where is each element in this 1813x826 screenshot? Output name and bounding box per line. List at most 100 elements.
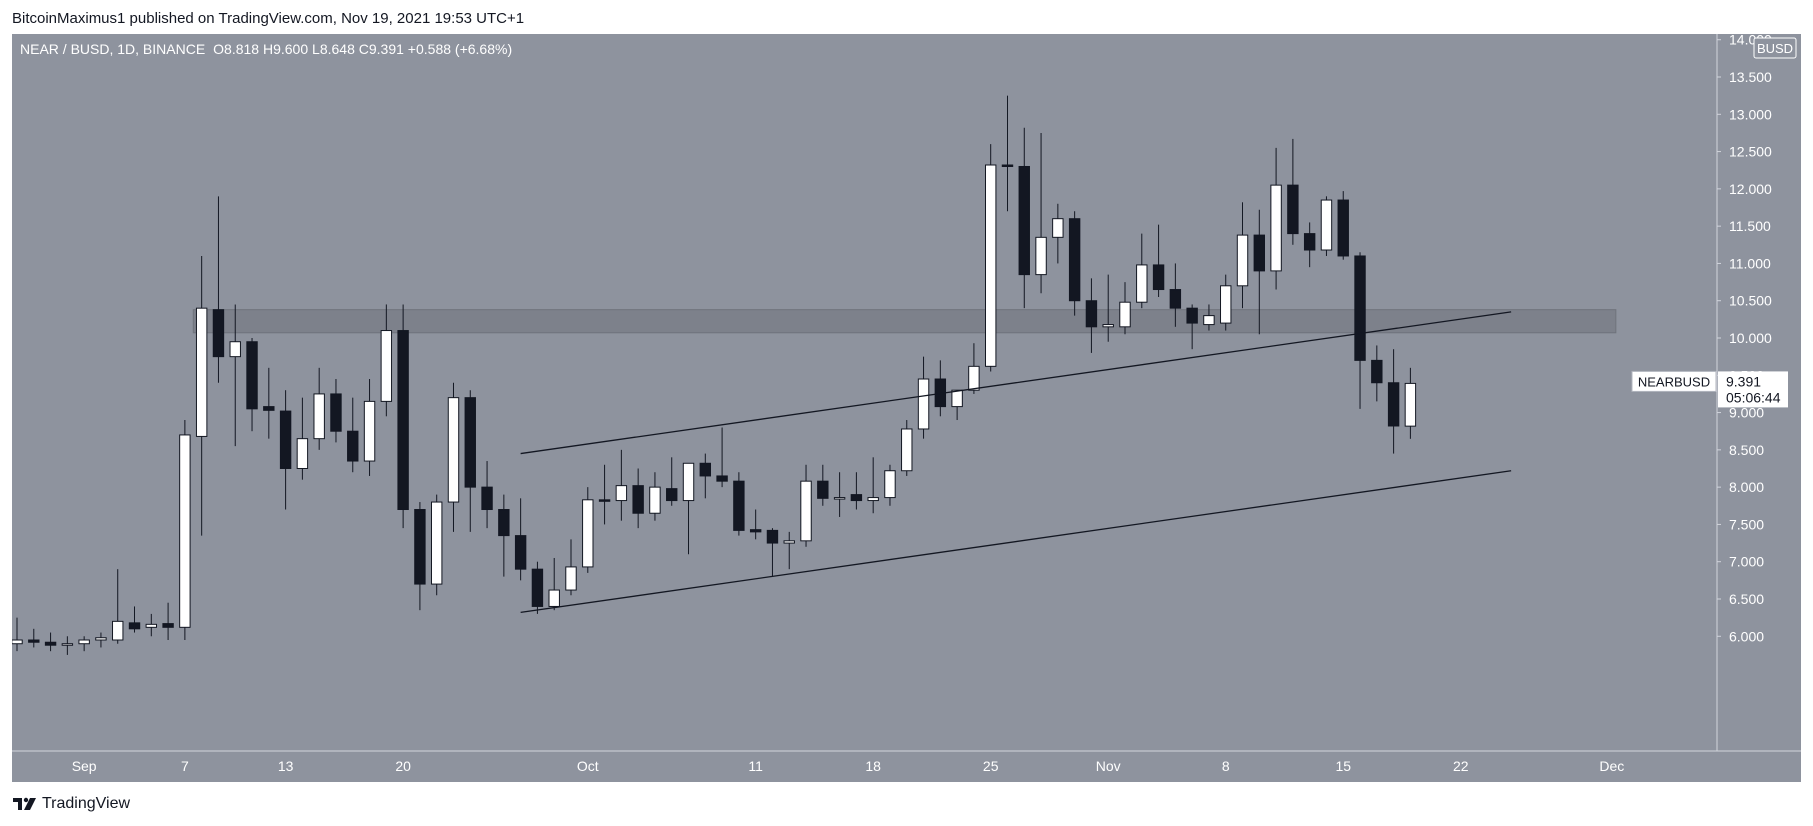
candle: [649, 472, 661, 521]
ohlc-value: +0.588 (+6.68%): [404, 41, 512, 57]
candle-body-down: [733, 480, 745, 531]
candle-body-down: [397, 330, 409, 511]
candle: [498, 494, 510, 577]
candle: [984, 144, 997, 372]
candle: [481, 461, 493, 529]
candle-body-down: [598, 499, 611, 502]
candle: [1387, 349, 1400, 454]
candle-body-up: [800, 480, 812, 542]
candle-body-down: [1303, 233, 1316, 251]
candle-body-up: [380, 330, 393, 402]
candle-body-down: [632, 485, 644, 514]
candle-body-up: [1404, 382, 1417, 427]
tradingview-footer[interactable]: TradingView: [12, 793, 130, 815]
ohlc-readout: O8.818 H9.600 L8.648 C9.391 +0.588 (+6.6…: [213, 41, 512, 57]
candle: [1203, 304, 1215, 331]
candle-body-down: [279, 410, 292, 469]
candle-body-up: [682, 462, 695, 502]
candle: [1102, 274, 1114, 342]
candle: [380, 304, 393, 417]
x-tick-label: Sep: [72, 758, 97, 774]
candle: [430, 494, 443, 596]
x-tick-label: 8: [1222, 758, 1230, 774]
tradingview-logo-icon: [13, 797, 36, 810]
plot-background: [12, 34, 1801, 782]
y-tick-label: 6.000: [1729, 628, 1764, 644]
candle-body-up: [917, 378, 930, 430]
candle-body-up: [1035, 236, 1047, 276]
ohlc-value: 8.818: [224, 41, 259, 57]
y-tick-label: 8.500: [1729, 442, 1764, 458]
candle-body-down: [716, 475, 728, 482]
candle: [212, 196, 225, 383]
candle-body-up: [901, 428, 913, 472]
candle-body-up: [112, 620, 124, 641]
candle-body-up: [1220, 285, 1232, 324]
candle: [1287, 138, 1299, 245]
x-tick-label: Dec: [1599, 758, 1624, 774]
candle-body-up: [1102, 324, 1114, 328]
candle: [28, 628, 40, 648]
candle-body-up: [1236, 234, 1249, 287]
candle-body-up: [548, 589, 560, 607]
candle-body-up: [582, 499, 594, 568]
candle-body-down: [817, 480, 829, 499]
candle-body-down: [531, 568, 544, 607]
candle-body-up: [363, 400, 376, 462]
candle-body-down: [464, 397, 476, 488]
candle: [145, 613, 158, 637]
candle-body-down: [44, 641, 57, 646]
candle-body-down: [162, 623, 174, 628]
candle: [1404, 367, 1417, 439]
candle: [1303, 222, 1316, 268]
candle-body-down: [1018, 165, 1030, 276]
candle-body-up: [833, 497, 846, 500]
currency-badge[interactable]: [1753, 37, 1797, 59]
ohlc-key: L: [308, 41, 320, 57]
candle: [1220, 274, 1232, 331]
channel-upper-line: [520, 311, 1512, 455]
candle: [800, 464, 812, 547]
candle-body-down: [699, 462, 712, 477]
candle-body-up: [984, 164, 997, 367]
candle: [296, 397, 309, 480]
candle: [1052, 203, 1064, 264]
candle-body-down: [128, 622, 141, 630]
candle-body-down: [1337, 199, 1349, 257]
candle-body-up: [968, 365, 980, 391]
candle: [850, 472, 863, 510]
candle-body-up: [1136, 264, 1148, 303]
y-tick-label: 10.000: [1729, 330, 1772, 346]
candle: [246, 338, 258, 432]
candle-body-up: [145, 623, 158, 628]
y-tick-label: 9.000: [1729, 405, 1764, 421]
price-chart[interactable]: 6.0006.5007.0007.5008.0008.5009.0009.500…: [12, 34, 1801, 782]
candle: [1136, 233, 1148, 309]
candle: [817, 464, 829, 506]
candle: [1270, 147, 1282, 290]
candle: [128, 606, 141, 633]
candle: [12, 617, 23, 652]
candle-body-down: [246, 341, 258, 410]
candle-body-down: [347, 430, 359, 462]
candle-body-down: [1387, 382, 1400, 427]
ohlc-key: O: [213, 41, 224, 57]
candle: [1253, 209, 1266, 335]
candle-body-up: [179, 434, 191, 628]
candle-body-down: [1152, 264, 1165, 291]
candle: [1119, 282, 1131, 335]
candle-body-down: [498, 509, 510, 537]
candle: [414, 502, 426, 611]
resistance-zone: [192, 309, 1617, 334]
candle: [1001, 95, 1014, 212]
y-tick-label: 8.000: [1729, 479, 1764, 495]
candle-body-down: [1186, 307, 1198, 324]
candle: [464, 390, 476, 532]
y-tick-label: 6.500: [1729, 591, 1764, 607]
candle: [95, 632, 107, 648]
x-tick-label: 11: [748, 758, 763, 774]
candle-body-up: [296, 438, 309, 469]
candle: [330, 379, 342, 443]
candle-body-down: [414, 509, 426, 585]
candle-body-up: [12, 639, 23, 645]
